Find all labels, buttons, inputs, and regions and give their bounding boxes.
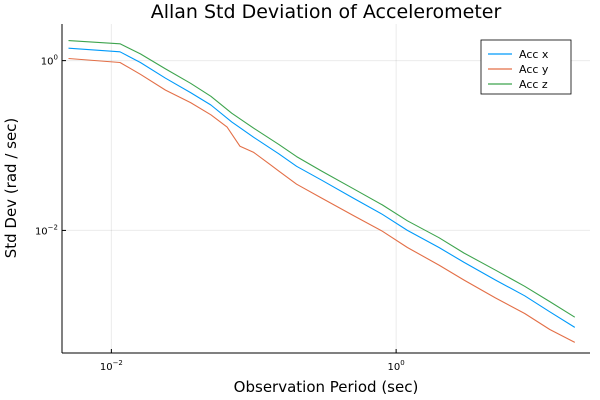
x-axis-label: Observation Period (sec) bbox=[234, 378, 419, 396]
x-tick-label: 100 bbox=[388, 359, 405, 373]
legend-box bbox=[480, 39, 572, 95]
ticks: 10−2 100 10−2 100 bbox=[35, 54, 405, 373]
plot-area bbox=[68, 40, 576, 343]
y-tick-label: 100 bbox=[41, 54, 58, 68]
x-tick-label: 10−2 bbox=[100, 359, 123, 373]
legend-label: Acc z bbox=[519, 78, 548, 91]
legend: Acc x Acc y Acc z bbox=[480, 39, 572, 95]
series-line-acc-x bbox=[68, 47, 576, 328]
chart-title: Allan Std Deviation of Accelerometer bbox=[151, 1, 502, 23]
y-tick-label: 10−2 bbox=[35, 223, 58, 237]
y-axis-label: Std Dev (rad / sec) bbox=[2, 118, 20, 259]
series-line-acc-z bbox=[68, 40, 576, 318]
series-line-acc-y bbox=[68, 57, 576, 343]
axes bbox=[61, 24, 590, 354]
legend-label: Acc y bbox=[519, 63, 549, 76]
legend-label: Acc x bbox=[519, 48, 549, 61]
